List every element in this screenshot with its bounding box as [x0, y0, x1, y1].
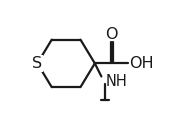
Text: O: O: [106, 27, 118, 42]
Text: OH: OH: [129, 56, 153, 71]
Text: S: S: [32, 56, 42, 71]
Text: NH: NH: [106, 74, 128, 89]
